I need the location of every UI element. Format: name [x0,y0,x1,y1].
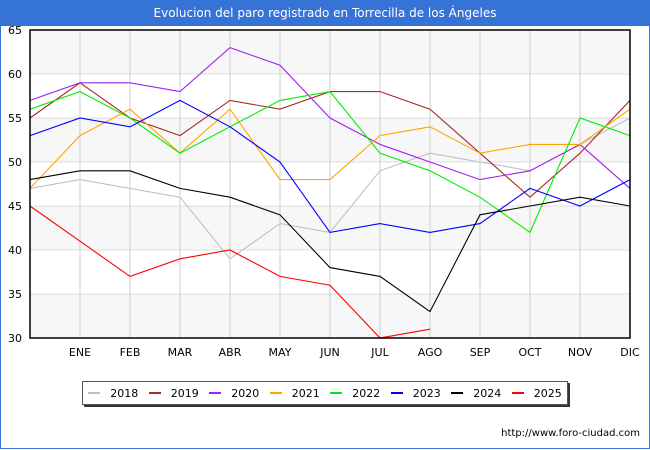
x-tick-label: ABR [219,346,242,359]
legend-label: 2022 [352,386,381,400]
x-tick-label: JUN [319,346,340,359]
source-link[interactable]: http://www.foro-ciudad.com [501,428,640,439]
legend: 2018 2019 2020 2021 2022 2023 2024 2025 [82,381,568,405]
legend-item-2019: 2019 [148,386,199,400]
legend-label: 2020 [231,386,260,400]
legend-swatch [269,392,282,394]
x-tick-label: SEP [470,346,491,359]
legend-item-2018: 2018 [88,387,138,400]
y-tick-label: 35 [8,288,22,301]
legend-item-2020: 2020 [209,387,259,400]
plot-frame [29,29,631,339]
legend-swatch [511,392,524,394]
legend-label: 2025 [533,386,562,400]
line-chart: 30 35 40 45 50 55 60 65 ENE FEB MAR ABR MAY JUN JUL AG… [8,24,640,359]
legend-item-2025: 2025 [511,386,562,400]
legend-label: 2018 [110,386,139,400]
x-tick-label: MAY [269,346,292,359]
x-tick-label: ENE [69,346,91,359]
y-tick-label: 50 [8,156,22,169]
series-line-2024 [29,170,631,313]
y-tick-label: 65 [8,24,22,37]
legend-swatch [390,392,403,394]
y-tick-label: 45 [8,200,22,213]
series-line-2025 [29,205,431,339]
legend-label: 2021 [291,386,320,400]
x-tick-label: DIC [620,346,640,359]
x-axis-ticks: ENE FEB MAR ABR MAY JUN JUL AGO SEP OCT NOV DIC [69,346,640,359]
x-tick-label: NOV [568,346,593,359]
legend-item-2022: 2022 [330,387,380,400]
legend-swatch [88,392,101,394]
legend-item-2021: 2021 [269,386,320,400]
y-axis-ticks: 30 35 40 45 50 55 60 65 [8,24,22,345]
legend-item-2024: 2024 [451,387,501,400]
legend-swatch [451,392,464,394]
x-tick-label: FEB [120,346,141,359]
y-tick-label: 55 [8,112,22,125]
series-line-2022 [29,91,631,234]
y-tick-label: 60 [8,68,22,81]
x-tick-label: OCT [518,346,541,359]
legend-swatch [330,392,343,394]
chart-title: Evolucion del paro registrado en Torreci… [0,0,650,26]
legend-label: 2019 [170,386,199,400]
y-tick-label: 30 [8,332,22,345]
series-lines [29,46,631,339]
legend-swatch [209,392,222,394]
series-line-2020 [29,46,631,189]
x-tick-label: JUL [370,346,389,359]
legend-item-2023: 2023 [390,386,441,400]
x-tick-label: MAR [168,346,193,359]
y-tick-label: 40 [8,244,22,257]
x-tick-label: AGO [418,346,443,359]
legend-swatch [148,392,161,394]
series-line-2021 [29,108,631,189]
series-line-2023 [29,99,631,234]
legend-label: 2023 [412,386,441,400]
legend-label: 2024 [473,386,502,400]
